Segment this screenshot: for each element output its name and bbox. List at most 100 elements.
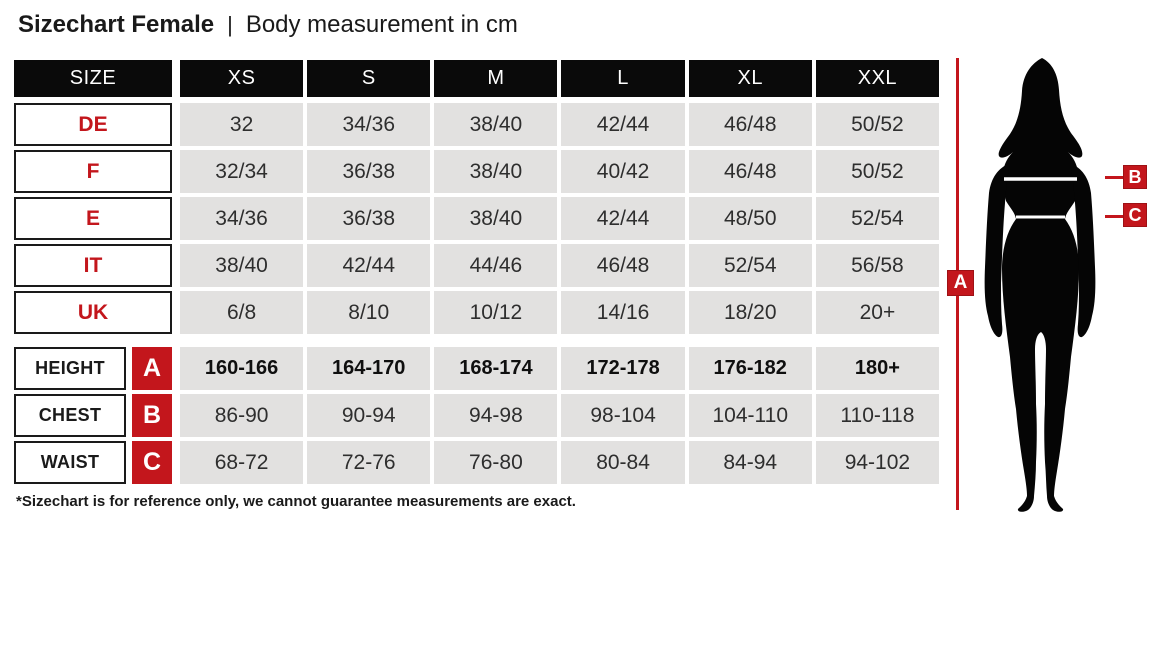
measurement-row-values: 86-90 90-94 94-98 98-104 104-110 110-118	[180, 394, 939, 437]
measurement-value-cell: 68-72	[180, 441, 304, 484]
size-value-cell: 46/48	[688, 103, 812, 146]
measurement-row-values: 160-166 164-170 168-174 172-178 176-182 180+	[180, 347, 939, 390]
size-value-cell: 42/44	[307, 244, 431, 287]
measurement-row: WAIST C 68-72 72-76 76-80 80-84 84-94 94-102	[14, 441, 939, 484]
size-value-cell: 32	[180, 103, 304, 146]
size-row: DE 32 34/36 38/40 42/44 46/48 50/52	[14, 103, 939, 146]
measurement-value-cell: 86-90	[180, 394, 304, 437]
title-separator: |	[227, 12, 233, 37]
size-value-cell: 50/52	[815, 150, 939, 193]
size-value-cell: 6/8	[180, 291, 304, 334]
size-row: E 34/36 36/38 38/40 42/44 48/50 52/54	[14, 197, 939, 240]
measurement-row: HEIGHT A 160-166 164-170 168-174 172-178 176-1…	[14, 347, 939, 390]
silhouette-body	[998, 58, 1083, 512]
measurement-label: HEIGHT	[14, 347, 126, 390]
size-value-cell: 46/48	[688, 150, 812, 193]
region-label: UK	[14, 291, 172, 334]
size-row-values: 34/36 36/38 38/40 42/44 48/50 52/54	[180, 197, 939, 240]
measurement-value-cell: 72-76	[307, 441, 431, 484]
measurement-label-wrap: WAIST C	[14, 441, 172, 484]
header-columns: XS S M L XL XXL	[180, 60, 939, 97]
region-label: E	[14, 197, 172, 240]
region-label: F	[14, 150, 172, 193]
marker-badge-c: C	[1123, 203, 1147, 227]
size-table: SIZE XS S M L XL XXL DE 32 34/36 38/40 42/44 46/48 50…	[14, 60, 939, 488]
size-row: F 32/34 36/38 38/40 40/42 46/48 50/52	[14, 150, 939, 193]
measurement-value-cell: 180+	[815, 347, 939, 390]
size-row: IT 38/40 42/44 44/46 46/48 52/54 56/58	[14, 244, 939, 287]
size-value-cell: 38/40	[180, 244, 304, 287]
size-value-cell: 42/44	[561, 103, 685, 146]
column-header-cell: L	[561, 60, 685, 97]
header-row: SIZE XS S M L XL XXL	[14, 60, 939, 97]
size-row-label-wrap: F	[14, 150, 172, 193]
measurement-value-cell: 80-84	[561, 441, 685, 484]
size-header-wrap: SIZE	[14, 60, 172, 97]
size-value-cell: 46/48	[561, 244, 685, 287]
page-title-main: Sizechart Female	[18, 11, 215, 38]
measurement-value-cell: 84-94	[688, 441, 812, 484]
size-value-cell: 52/54	[815, 197, 939, 240]
size-value-cell: 50/52	[815, 103, 939, 146]
size-value-cell: 34/36	[180, 197, 304, 240]
female-silhouette	[984, 58, 1096, 512]
column-header-cell: XL	[688, 60, 812, 97]
silhouette-left-arm	[984, 163, 1010, 338]
size-value-cell: 48/50	[688, 197, 812, 240]
size-row-values: 6/8 8/10 10/12 14/16 18/20 20+	[180, 291, 939, 334]
size-row-label-wrap: DE	[14, 103, 172, 146]
measurement-marker-badge: B	[132, 394, 172, 437]
size-row-label-wrap: E	[14, 197, 172, 240]
measurement-value-cell: 94-98	[434, 394, 558, 437]
size-value-cell: 42/44	[561, 197, 685, 240]
measurement-value-cell: 76-80	[434, 441, 558, 484]
measurement-value-cell: 98-104	[561, 394, 685, 437]
size-value-cell: 14/16	[561, 291, 685, 334]
page-title: Sizechart Female | Body measurement in c…	[18, 11, 518, 39]
size-value-cell: 18/20	[688, 291, 812, 334]
column-header-cell: XS	[180, 60, 304, 97]
measurement-marker-badge: A	[132, 347, 172, 390]
size-value-cell: 52/54	[688, 244, 812, 287]
measurement-value-cell: 164-170	[307, 347, 431, 390]
measurement-marker-badge: C	[132, 441, 172, 484]
region-label: IT	[14, 244, 172, 287]
size-row: UK 6/8 8/10 10/12 14/16 18/20 20+	[14, 291, 939, 334]
size-row-values: 38/40 42/44 44/46 46/48 52/54 56/58	[180, 244, 939, 287]
footnote: *Sizechart is for reference only, we can…	[16, 493, 576, 510]
size-value-cell: 20+	[815, 291, 939, 334]
column-header-cell: XXL	[815, 60, 939, 97]
measurement-value-cell: 90-94	[307, 394, 431, 437]
size-value-cell: 10/12	[434, 291, 558, 334]
size-row-values: 32/34 36/38 38/40 40/42 46/48 50/52	[180, 150, 939, 193]
measurement-value-cell: 110-118	[815, 394, 939, 437]
measurement-row-values: 68-72 72-76 76-80 80-84 84-94 94-102	[180, 441, 939, 484]
measurement-label-wrap: CHEST B	[14, 394, 172, 437]
size-value-cell: 8/10	[307, 291, 431, 334]
measurement-row: CHEST B 86-90 90-94 94-98 98-104 104-110 110-11…	[14, 394, 939, 437]
column-header-cell: S	[307, 60, 431, 97]
measurement-label: WAIST	[14, 441, 126, 484]
measurement-label: CHEST	[14, 394, 126, 437]
page-title-subtitle: Body measurement in cm	[245, 11, 518, 38]
measurement-value-cell: 176-182	[688, 347, 812, 390]
size-value-cell: 38/40	[434, 103, 558, 146]
size-row-label-wrap: UK	[14, 291, 172, 334]
size-header-cell: SIZE	[14, 60, 172, 97]
waist-marker-dash	[1105, 215, 1123, 218]
size-value-cell: 36/38	[307, 150, 431, 193]
size-value-cell: 34/36	[307, 103, 431, 146]
measurement-value-cell: 104-110	[688, 394, 812, 437]
measurement-value-cell: 94-102	[815, 441, 939, 484]
silhouette-right-arm	[1070, 163, 1096, 338]
size-value-cell: 56/58	[815, 244, 939, 287]
marker-badge-b: B	[1123, 165, 1147, 189]
size-value-cell: 40/42	[561, 150, 685, 193]
size-value-cell: 44/46	[434, 244, 558, 287]
column-header-cell: M	[434, 60, 558, 97]
size-value-cell: 32/34	[180, 150, 304, 193]
size-value-cell: 38/40	[434, 197, 558, 240]
marker-badge-a: A	[947, 270, 974, 296]
measurement-label-wrap: HEIGHT A	[14, 347, 172, 390]
size-value-cell: 38/40	[434, 150, 558, 193]
